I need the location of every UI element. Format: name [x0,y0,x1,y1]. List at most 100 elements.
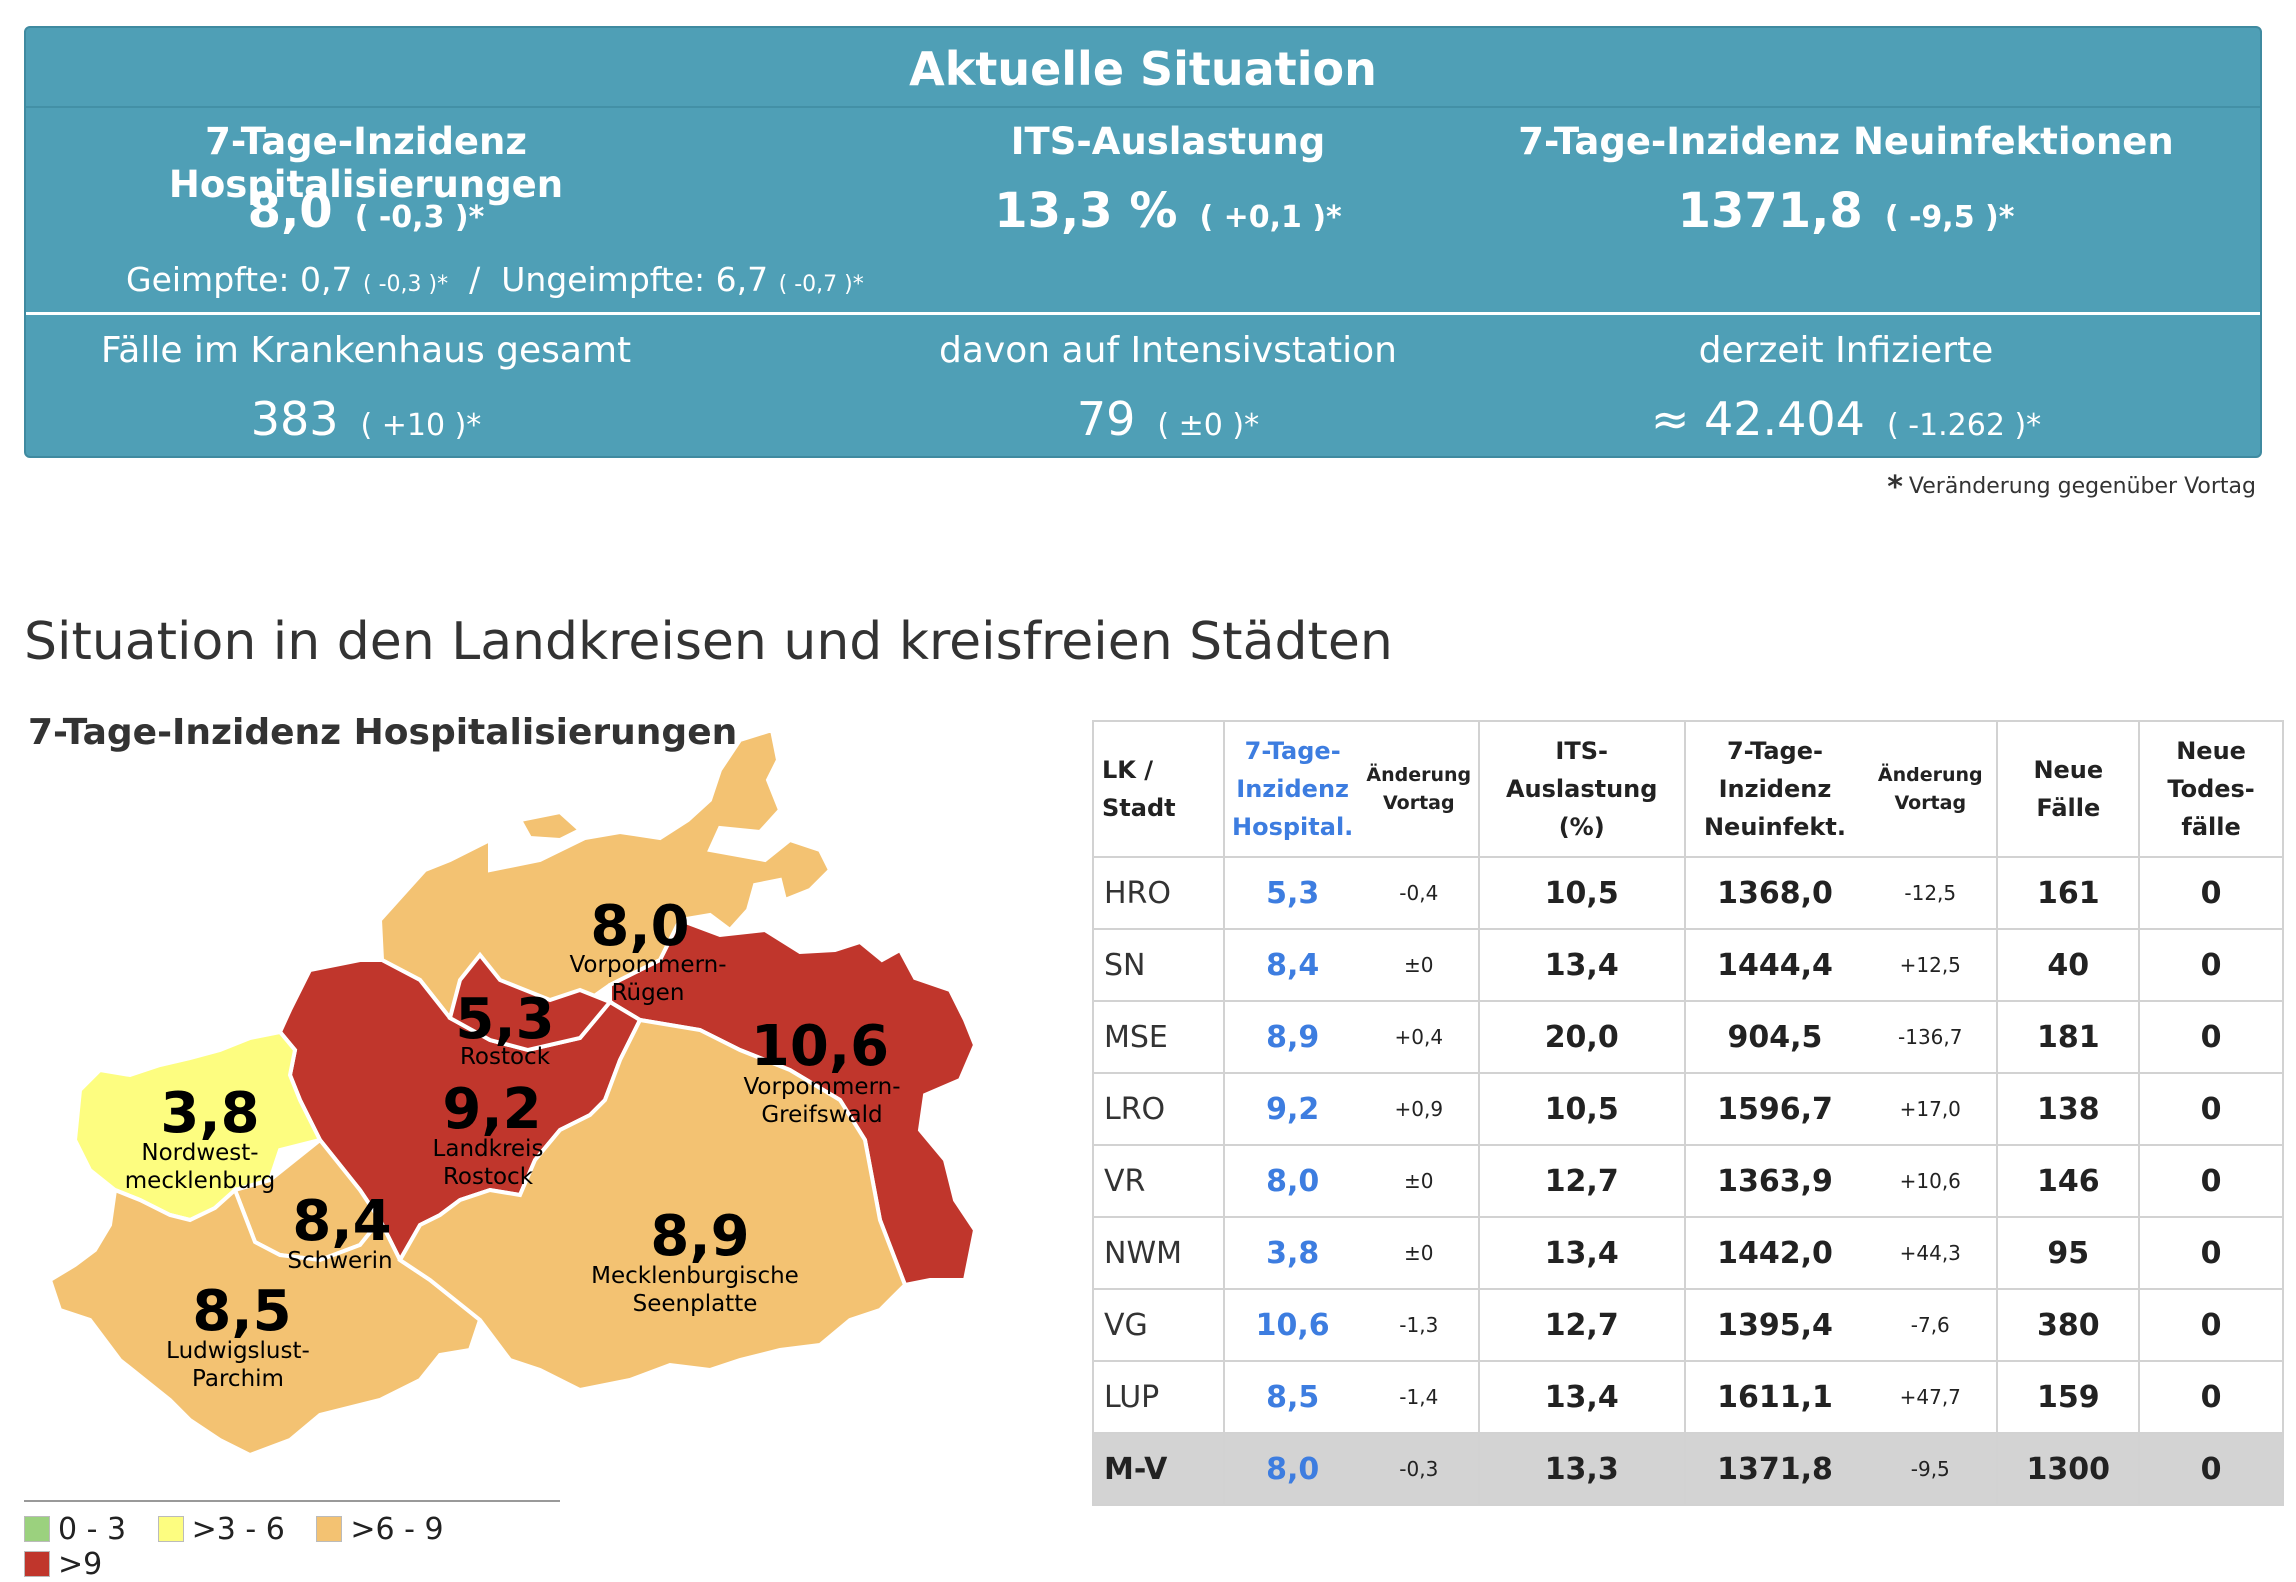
region-rostock[interactable] [447,951,614,1053]
cell-lk: MSE [1091,1000,1226,1074]
map-title: 7-Tage-Inzidenz Hospitalisierungen [28,712,738,753]
cell-inzidenz: 1444,4 [1683,928,1865,1002]
lro-value-label: 9,2 [442,1077,541,1142]
footnote-star: * [1887,470,1903,505]
header-text: Fälle [2036,794,2101,822]
legend-swatch-green [24,1516,50,1542]
sn-value-label: 8,4 [292,1189,391,1254]
map-legend: 0 - 3 >3 - 6 >6 - 9 >9 [24,1500,560,1582]
nwm-value-label: 3,8 [160,1081,259,1146]
cell-lk: NWM [1091,1216,1226,1290]
hosp-value: 8,0 [247,183,333,239]
legend-swatch-yellow [157,1516,184,1542]
col-hosp-change: Änderung Vortag [1360,720,1480,858]
vg-value-label: 10,6 [751,1014,889,1079]
header-text: Inzidenz [1718,775,1832,803]
cell-inzidenz-change: -12,5 [1864,856,1999,930]
header-text: Todes- [2167,775,2255,803]
cell-inzidenz: 1596,7 [1683,1072,1865,1146]
hosp-label: 7-Tage-Inzidenz Hospitalisierungen [168,120,564,206]
cell-its: 12,7 [1477,1288,1686,1362]
its-label: ITS-Auslastung [1010,120,1326,163]
header-text: Neuinfekt. [1703,813,1846,841]
header-text: ITS- [1555,737,1608,765]
vr-name-1: Vorpommern- [569,952,726,978]
its-change: ( +0,1 )* [1199,200,1342,235]
region-ludwigslust-parchim[interactable] [47,1186,483,1458]
table-row: LRO 9,2 +0,9 10,5 1596,7 +17,0 138 0 [1091,1072,2284,1146]
col-tote: Neue Todes-fälle [2138,720,2284,858]
mse-name-1: Mecklenburgische [591,1263,799,1289]
cell-its: 10,5 [1477,1072,1686,1146]
header-text: Auslastung [1505,775,1658,803]
nwm-name-1: Nordwest- [141,1140,258,1166]
title-divider [26,106,2260,108]
section-title: Situation in den Landkreisen und kreisfr… [24,612,1393,672]
cell-hosp: 8,5 [1223,1360,1361,1434]
cell-faelle: 95 [1996,1216,2141,1290]
table-row: NWM 3,8 ±0 13,4 1442,0 +44,3 95 0 [1091,1216,2284,1290]
cell-faelle: 159 [1996,1360,2141,1434]
cell-inzidenz-change: +12,5 [1864,928,1999,1002]
cell-tote: 0 [2138,1216,2284,1290]
cell-its: 10,5 [1477,856,1686,930]
intensiv-label: davon auf Intensivstation [939,330,1397,371]
mse-value-label: 8,9 [650,1204,749,1269]
cell-hosp: 8,0 [1223,1432,1361,1506]
cell-lk: HRO [1091,856,1226,930]
cell-tote: 0 [2138,1432,2284,1506]
infizierte-label: derzeit Infizierte [1698,330,1994,371]
footnote: * Veränderung gegenüber Vortag [1887,470,2256,505]
header-text: Neue [2176,737,2246,765]
legend-swatch-red [24,1551,50,1577]
neu-kpi: 1371,8 ( -9,5 )* [1506,183,2186,239]
cell-hosp: 8,4 [1223,928,1361,1002]
intensiv-change: ( ±0 )* [1157,408,1260,443]
cell-hosp: 10,6 [1223,1288,1361,1362]
col-inzidenz-change: Änderung Vortag [1864,720,1999,858]
cell-faelle: 146 [1996,1144,2141,1218]
lup-name-2: Parchim [192,1366,284,1392]
cell-inzidenz: 1363,9 [1683,1144,1865,1218]
table-row: SN 8,4 ±0 13,4 1444,4 +12,5 40 0 [1091,928,2284,1002]
cell-tote: 0 [2138,1144,2284,1218]
header-text: Hospital. [1232,813,1354,841]
legend-swatch-orange [316,1516,343,1542]
cell-faelle: 161 [1996,856,2141,930]
header-text: 7-Tage- [1726,737,1823,765]
cell-lk: VR [1091,1144,1226,1218]
table-total-row: M-V 8,0 -0,3 13,3 1371,8 -9,5 1300 0 [1091,1432,2284,1506]
neu-change: ( -9,5 )* [1884,200,2015,235]
cell-faelle: 181 [1996,1000,2141,1074]
legend-item-6-9: >6 - 9 [316,1512,444,1547]
region-vorpommern-ruegen-west[interactable] [516,809,584,843]
its-value: 13,3 % [994,183,1178,239]
cell-inzidenz-change: +17,0 [1864,1072,1999,1146]
legend-label: 0 - 3 [58,1512,127,1547]
cell-tote: 0 [2138,1000,2284,1074]
table-header-row: LK / Stadt 7-Tage- Inzidenz Hospital. Änder… [1091,720,2284,858]
legend-item-9: >9 [24,1547,102,1582]
vg-name-2: Greifswald [761,1102,882,1128]
its-kpi: 13,3 % ( +0,1 )* [828,183,1508,239]
table-row: HRO 5,3 -0,4 10,5 1368,0 -12,5 161 0 [1091,856,2284,930]
intensiv-kpi: 79 ( ±0 )* [828,392,1508,446]
cell-inzidenz: 1368,0 [1683,856,1865,930]
cell-inzidenz-change: -136,7 [1864,1000,1999,1074]
cell-lk: M-V [1091,1432,1226,1506]
page: Aktuelle Situation 7-Tage-Inzidenz Hospi… [24,26,2284,1582]
vr-name-2: Rügen [612,980,685,1006]
cell-inzidenz-change: +47,7 [1864,1360,1999,1434]
cell-inzidenz: 1611,1 [1683,1360,1865,1434]
lup-name-1: Ludwigslust- [166,1338,310,1364]
header-text: Inzidenz [1236,775,1350,803]
hosp-kpi: 8,0 ( -0,3 )* [26,183,706,239]
legend-item-3-6: >3 - 6 [157,1512,285,1547]
cell-tote: 0 [2138,1360,2284,1434]
cell-hosp: 3,8 [1223,1216,1361,1290]
cell-tote: 0 [2138,1072,2284,1146]
region-mecklenburgische-seenplatte[interactable] [397,1017,908,1393]
summary-title: Aktuelle Situation [909,42,1377,96]
cell-inzidenz: 1371,8 [1683,1432,1865,1506]
geimpfte-change: ( -0,3 )* [363,272,449,297]
